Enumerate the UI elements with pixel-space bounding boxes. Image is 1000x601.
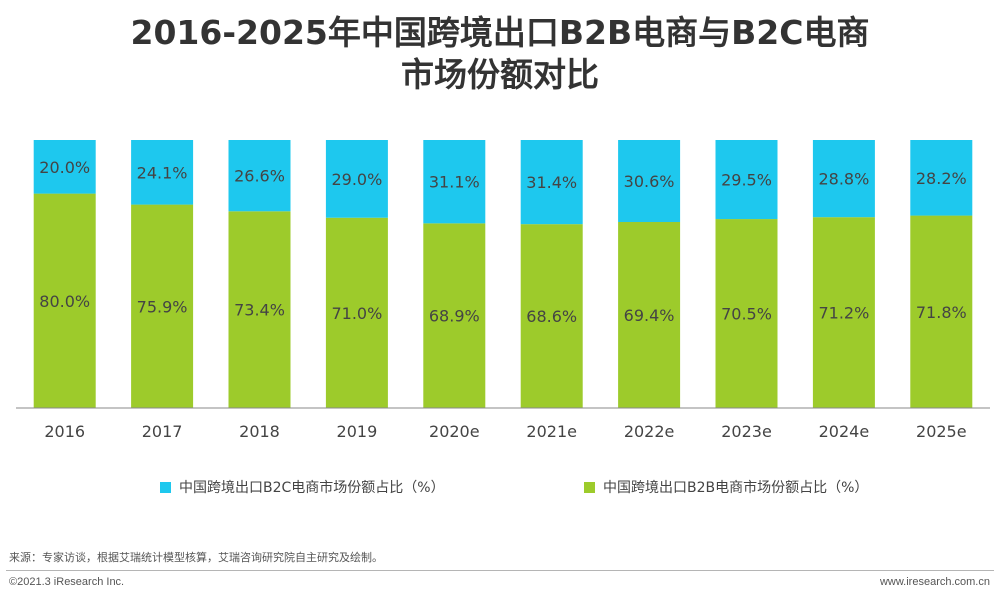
bar-b2b-2019	[325, 217, 388, 408]
x-tick-label-2024e: 2024e	[819, 422, 870, 441]
data-label-b2b-2020e: 68.9%	[429, 307, 480, 326]
data-label-b2b-2016: 80.0%	[39, 292, 90, 311]
x-tick-label-2020e: 2020e	[429, 422, 480, 441]
legend-label-b2c: 中国跨境出口B2C电商市场份额占比（%）	[179, 480, 445, 496]
x-tick-label-2019: 2019	[337, 422, 378, 441]
legend-swatch-b2c	[160, 481, 171, 493]
bar-b2b-2021e	[520, 224, 583, 408]
data-label-b2b-2025e: 71.8%	[916, 303, 967, 322]
legend-swatch-b2b	[584, 481, 595, 493]
data-label-b2c-2016: 20.0%	[39, 158, 90, 177]
bar-b2c-2021e	[520, 140, 583, 225]
bar-b2b-2022e	[618, 222, 681, 408]
x-tick-label-2025e: 2025e	[916, 422, 967, 441]
copyright-text: ©2021.3 iResearch Inc.	[9, 576, 125, 588]
data-label-b2b-2023e: 70.5%	[721, 305, 772, 324]
bar-b2c-2017	[131, 140, 194, 205]
data-label-b2c-2022e: 30.6%	[624, 172, 675, 191]
x-tick-label-2018: 2018	[239, 422, 280, 441]
chart-title-line-1: 2016-2025年中国跨境出口B2B电商与B2C电商	[130, 13, 870, 52]
bar-b2c-2022e	[618, 140, 681, 223]
bar-b2b-2017	[131, 204, 194, 408]
data-label-b2b-2017: 75.9%	[137, 297, 188, 316]
website-link[interactable]: www.iresearch.com.cn	[879, 576, 990, 588]
bar-b2b-2016	[33, 193, 96, 408]
bar-b2c-2018	[228, 140, 291, 212]
bar-b2c-2019	[325, 140, 388, 218]
data-label-b2c-2017: 24.1%	[137, 163, 188, 182]
stacked-bar-chart: 80.0% 20.0% 2016 75.9% 24.1% 2017 73.4% 26.6% 20…	[16, 140, 990, 441]
data-label-b2c-2018: 26.6%	[234, 167, 285, 186]
data-label-b2c-2024e: 28.8%	[818, 170, 869, 189]
bar-b2b-2018	[228, 211, 291, 408]
x-tick-label-2016: 2016	[44, 422, 85, 441]
bar-b2b-2020e	[423, 223, 486, 408]
data-label-b2b-2018: 73.4%	[234, 301, 285, 320]
bar-b2c-2025e	[910, 140, 973, 216]
footer-divider	[6, 570, 994, 571]
bar-b2b-2024e	[812, 217, 875, 408]
data-label-b2c-2021e: 31.4%	[526, 173, 577, 192]
bar-b2b-2025e	[910, 215, 973, 408]
x-tick-label-2022e: 2022e	[624, 422, 675, 441]
data-label-b2c-2020e: 31.1%	[429, 173, 480, 192]
chart-title-line-2: 市场份额对比	[401, 55, 599, 94]
x-tick-label-2023e: 2023e	[721, 422, 772, 441]
x-tick-label-2021e: 2021e	[526, 422, 577, 441]
bar-b2c-2024e	[812, 140, 875, 218]
legend-item-b2b: 中国跨境出口B2B电商市场份额占比（%）	[584, 477, 868, 497]
bar-b2c-2023e	[715, 140, 778, 220]
source-note: 来源：专家访谈，根据艾瑞统计模型核算，艾瑞咨询研究院自主研究及绘制。	[9, 551, 383, 564]
data-label-b2c-2023e: 29.5%	[721, 171, 772, 190]
data-label-b2b-2021e: 68.6%	[526, 307, 577, 326]
bar-b2c-2020e	[423, 140, 486, 224]
data-label-b2b-2019: 71.0%	[331, 304, 382, 323]
bar-b2b-2023e	[715, 219, 778, 408]
legend-label-b2b: 中国跨境出口B2B电商市场份额占比（%）	[603, 480, 869, 496]
legend-item-b2c: 中国跨境出口B2C电商市场份额占比（%）	[160, 477, 445, 497]
chart-title: 2016-2025年中国跨境出口B2B电商与B2C电商 市场份额对比	[0, 12, 1000, 96]
data-label-b2b-2022e: 69.4%	[624, 306, 675, 325]
data-label-b2c-2019: 29.0%	[331, 170, 382, 189]
bar-b2c-2016	[33, 140, 96, 194]
x-tick-label-2017: 2017	[142, 422, 183, 441]
data-label-b2b-2024e: 71.2%	[818, 304, 869, 323]
data-label-b2c-2025e: 28.2%	[916, 169, 967, 188]
